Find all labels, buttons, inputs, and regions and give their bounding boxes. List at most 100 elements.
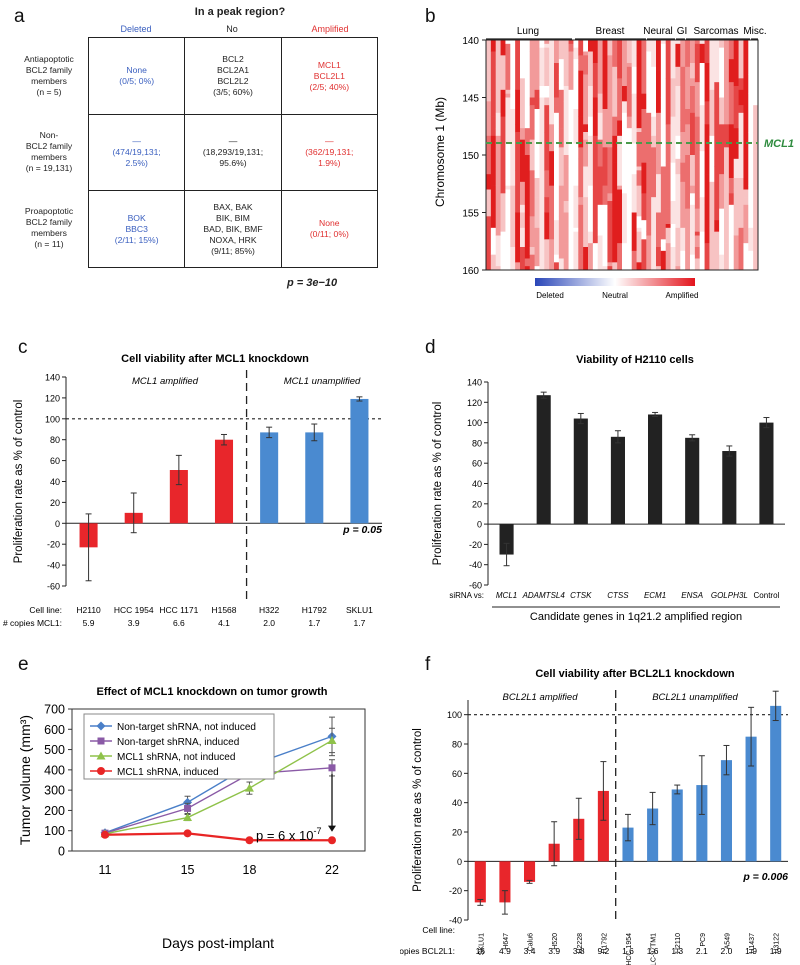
heatmap-cell	[515, 262, 521, 271]
heatmap-cell	[486, 135, 492, 175]
heatmap-cell	[626, 66, 633, 117]
y-tick-label: -40	[47, 561, 60, 571]
legend-label: MCL1 shRNA, induced	[117, 767, 219, 778]
heatmap-cell	[568, 89, 574, 102]
heatmap-cell	[685, 124, 691, 156]
heatmap-cell	[690, 112, 696, 156]
bar	[524, 861, 536, 882]
heatmap-cell	[704, 204, 710, 244]
heatmap-cell	[738, 78, 744, 91]
heatmap-cell	[539, 181, 545, 217]
heatmap-cell	[704, 124, 710, 175]
bar	[722, 451, 737, 525]
heatmap-cell	[738, 178, 744, 229]
marker-circle	[101, 830, 109, 839]
heatmap-cell	[753, 66, 759, 106]
heatmap-cell	[524, 266, 531, 271]
heatmap-cell	[500, 193, 506, 232]
cell-non-amplified: — (362/19,131; 1.9%)	[280, 114, 379, 191]
chart-title: Effect of MCL1 knockdown on tumor growth	[97, 686, 328, 698]
heatmap-cell	[602, 266, 608, 271]
heatmap-cell	[641, 40, 647, 94]
category-label: HCC 1954	[626, 933, 633, 965]
heatmap-cell	[636, 231, 642, 263]
heatmap-cell	[602, 254, 608, 267]
heatmap-cell	[622, 235, 628, 244]
bar	[671, 789, 683, 862]
legend-neutral: Neutral	[602, 291, 628, 300]
heatmap-cell	[704, 243, 710, 271]
copies-label: 1.9	[770, 946, 782, 956]
heatmap-svg: Chromosome 1 (Mb) Lung Breast Neural GI Sarc…	[433, 26, 794, 300]
heatmap-cell	[685, 66, 691, 75]
heatmap-cell	[714, 40, 720, 83]
y-tick-label: 700	[44, 703, 65, 717]
y-tick-label: -40	[449, 916, 462, 926]
heatmap-cell	[558, 128, 565, 148]
chart-e-pvalue: p = 6 x 10-7	[256, 826, 321, 843]
heatmap-cell	[539, 40, 545, 48]
cell-non-deleted: — (474/19,131; 2.5%)	[87, 114, 186, 191]
heatmap-cell	[631, 143, 637, 175]
heatmap-cell	[690, 86, 696, 114]
chart-f-svg: Cell viability after BCL2L1 knockdown Pro…	[400, 668, 788, 965]
heatmap-cell	[607, 147, 613, 194]
heatmap-cell	[724, 174, 730, 194]
heatmap-cell	[529, 51, 535, 98]
plot-frame	[71, 708, 366, 852]
bar	[720, 760, 732, 862]
heatmap-cell	[636, 262, 642, 271]
heatmap-cell	[486, 101, 492, 137]
heatmap-cell	[500, 116, 506, 144]
y-tick-label: 140	[467, 378, 482, 388]
heatmap-cell	[607, 266, 613, 271]
peak-region-table: None (0/5; 0%) BCL2 BCL2A1 BCL2L2 (3/5; 60%…	[87, 37, 379, 268]
row-label-cell-line: Cell line:	[422, 925, 455, 935]
heatmap-cell	[515, 40, 521, 91]
heatmap-cell	[617, 189, 623, 213]
heatmap-cell	[583, 51, 589, 56]
heatmap-cell	[588, 116, 594, 137]
heatmap-cell	[490, 89, 497, 117]
heatmap-cell	[520, 158, 526, 183]
heatmap-cell	[510, 193, 516, 221]
heatmap-cell	[665, 162, 671, 209]
heatmap-cell	[617, 243, 623, 271]
copies-label: 1.3	[671, 946, 683, 956]
heatmap-cell	[529, 40, 535, 52]
heatmap-cell	[680, 132, 686, 156]
heatmap-cell	[597, 227, 603, 236]
heatmap-cell	[554, 40, 560, 64]
heatmap-cell	[500, 143, 506, 194]
heatmap-cell	[515, 170, 521, 213]
heatmap-ytick-label: 155	[462, 209, 479, 220]
heatmap-cell	[524, 66, 531, 114]
bar	[648, 414, 663, 525]
heatmap-cell	[563, 155, 569, 202]
heatmap-cell	[724, 40, 730, 71]
heatmap-cell	[728, 40, 735, 60]
heatmap-cell	[568, 166, 574, 175]
heatmap-cell	[680, 181, 686, 229]
heatmap-cell	[636, 216, 642, 229]
column-deleted: Deleted	[120, 24, 152, 34]
heatmap-cell	[646, 40, 652, 52]
heatmap-cell	[670, 162, 676, 202]
column-amplified: Amplified	[311, 24, 349, 34]
heatmap-cell	[592, 243, 599, 271]
heatmap-cell	[602, 55, 608, 110]
heatmap-cell	[680, 155, 686, 163]
heatmap-cell	[505, 93, 511, 98]
heatmap-cell	[646, 235, 652, 271]
heatmap-cell	[549, 151, 555, 179]
panel-label-e: e	[18, 654, 29, 675]
heatmap-cell	[719, 174, 725, 209]
heatmap-cell	[651, 197, 657, 252]
panel-a: a In a peak region? Deleted No Amplified…	[0, 0, 400, 310]
y-tick-label: 200	[44, 804, 65, 818]
heatmap-cell	[728, 220, 735, 271]
legend-amplified: Amplified	[666, 291, 699, 300]
heatmap-cell	[743, 243, 749, 271]
copies-label: 2.0	[263, 618, 275, 628]
heatmap-cell	[490, 40, 497, 52]
